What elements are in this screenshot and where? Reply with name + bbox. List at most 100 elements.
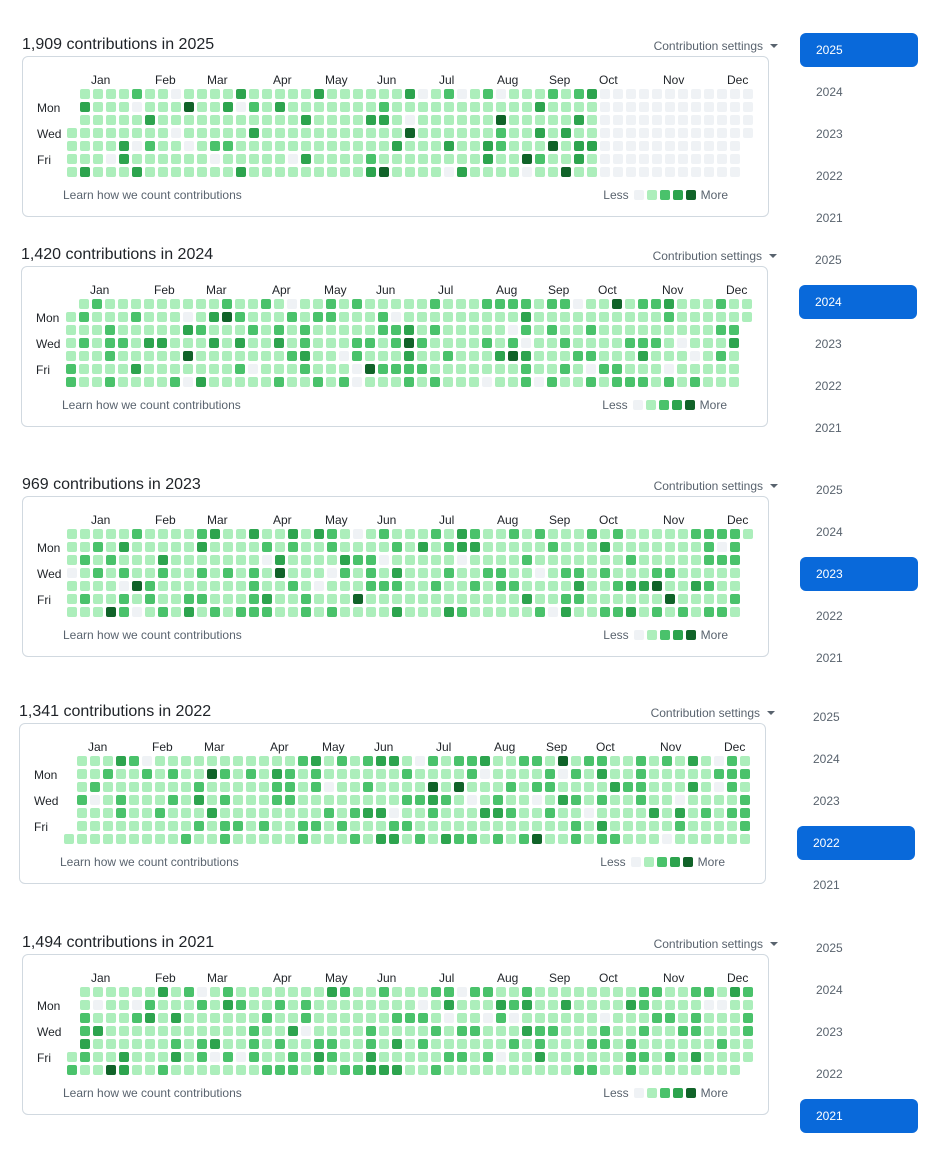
contribution-day[interactable] bbox=[233, 769, 243, 779]
contribution-day[interactable] bbox=[522, 141, 532, 151]
contribution-day[interactable] bbox=[184, 987, 194, 997]
contribution-day[interactable] bbox=[105, 364, 115, 374]
contribution-day[interactable] bbox=[651, 351, 661, 361]
contribution-day[interactable] bbox=[548, 555, 558, 565]
contribution-day[interactable] bbox=[482, 312, 492, 322]
contribution-day[interactable] bbox=[67, 167, 77, 177]
contribution-day[interactable] bbox=[274, 338, 284, 348]
contribution-day[interactable] bbox=[730, 1052, 740, 1062]
contribution-day[interactable] bbox=[678, 89, 688, 99]
contribution-day[interactable] bbox=[547, 338, 557, 348]
contribution-day[interactable] bbox=[600, 529, 610, 539]
contribution-day[interactable] bbox=[80, 987, 90, 997]
contribution-day[interactable] bbox=[714, 795, 724, 805]
contribution-day[interactable] bbox=[90, 769, 100, 779]
contribution-day[interactable] bbox=[365, 299, 375, 309]
contribution-day[interactable] bbox=[353, 555, 363, 565]
contribution-day[interactable] bbox=[495, 351, 505, 361]
contribution-day[interactable] bbox=[558, 821, 568, 831]
contribution-day[interactable] bbox=[574, 102, 584, 112]
contribution-day[interactable] bbox=[509, 102, 519, 112]
contribution-day[interactable] bbox=[470, 89, 480, 99]
contribution-day[interactable] bbox=[274, 364, 284, 374]
contribution-day[interactable] bbox=[652, 555, 662, 565]
contribution-day[interactable] bbox=[639, 1013, 649, 1023]
contribution-day[interactable] bbox=[337, 821, 347, 831]
contribution-day[interactable] bbox=[340, 594, 350, 604]
contribution-day[interactable] bbox=[340, 102, 350, 112]
contribution-day[interactable] bbox=[248, 377, 258, 387]
contribution-day[interactable] bbox=[337, 795, 347, 805]
contribution-day[interactable] bbox=[129, 782, 139, 792]
contribution-day[interactable] bbox=[626, 1065, 636, 1075]
contribution-day[interactable] bbox=[560, 312, 570, 322]
contribution-day[interactable] bbox=[626, 1013, 636, 1023]
contribution-day[interactable] bbox=[535, 1013, 545, 1023]
year-link-2024[interactable]: 2024 bbox=[813, 752, 840, 766]
contribution-day[interactable] bbox=[223, 607, 233, 617]
contribution-day[interactable] bbox=[496, 1000, 506, 1010]
contribution-day[interactable] bbox=[600, 167, 610, 177]
contribution-day[interactable] bbox=[704, 555, 714, 565]
contribution-day[interactable] bbox=[664, 325, 674, 335]
contribution-day[interactable] bbox=[441, 782, 451, 792]
contribution-day[interactable] bbox=[691, 542, 701, 552]
contribution-day[interactable] bbox=[418, 1026, 428, 1036]
contribution-day[interactable] bbox=[509, 141, 519, 151]
contribution-day[interactable] bbox=[717, 1000, 727, 1010]
contribution-day[interactable] bbox=[363, 756, 373, 766]
contribution-day[interactable] bbox=[132, 1052, 142, 1062]
contribution-day[interactable] bbox=[391, 312, 401, 322]
contribution-day[interactable] bbox=[67, 154, 77, 164]
contribution-day[interactable] bbox=[496, 115, 506, 125]
contribution-day[interactable] bbox=[106, 1026, 116, 1036]
contribution-day[interactable] bbox=[467, 795, 477, 805]
contribution-day[interactable] bbox=[704, 1065, 714, 1075]
contribution-day[interactable] bbox=[301, 594, 311, 604]
contribution-day[interactable] bbox=[678, 542, 688, 552]
contribution-day[interactable] bbox=[418, 1039, 428, 1049]
contribution-day[interactable] bbox=[363, 795, 373, 805]
contribution-day[interactable] bbox=[457, 167, 467, 177]
contribution-day[interactable] bbox=[275, 1065, 285, 1075]
contribution-day[interactable] bbox=[79, 299, 89, 309]
contribution-day[interactable] bbox=[80, 529, 90, 539]
contribution-day[interactable] bbox=[561, 987, 571, 997]
year-link-2023[interactable]: 2023 bbox=[816, 1025, 843, 1039]
contribution-day[interactable] bbox=[586, 325, 596, 335]
contribution-day[interactable] bbox=[535, 1065, 545, 1075]
contribution-day[interactable] bbox=[532, 756, 542, 766]
contribution-day[interactable] bbox=[480, 756, 490, 766]
contribution-day[interactable] bbox=[405, 154, 415, 164]
contribution-day[interactable] bbox=[389, 834, 399, 844]
contribution-day[interactable] bbox=[197, 542, 207, 552]
contribution-day[interactable] bbox=[105, 299, 115, 309]
contribution-day[interactable] bbox=[470, 594, 480, 604]
contribution-day[interactable] bbox=[545, 756, 555, 766]
contribution-day[interactable] bbox=[366, 568, 376, 578]
contribution-day[interactable] bbox=[261, 377, 271, 387]
contribution-day[interactable] bbox=[80, 1013, 90, 1023]
contribution-day[interactable] bbox=[418, 581, 428, 591]
contribution-day[interactable] bbox=[236, 529, 246, 539]
contribution-day[interactable] bbox=[428, 795, 438, 805]
contribution-day[interactable] bbox=[444, 594, 454, 604]
contribution-day[interactable] bbox=[79, 351, 89, 361]
contribution-day[interactable] bbox=[233, 834, 243, 844]
contribution-day[interactable] bbox=[106, 89, 116, 99]
contribution-day[interactable] bbox=[418, 167, 428, 177]
contribution-day[interactable] bbox=[116, 821, 126, 831]
contribution-day[interactable] bbox=[665, 167, 675, 177]
contribution-day[interactable] bbox=[170, 364, 180, 374]
contribution-day[interactable] bbox=[496, 542, 506, 552]
contribution-day[interactable] bbox=[467, 821, 477, 831]
contribution-day[interactable] bbox=[717, 141, 727, 151]
contribution-day[interactable] bbox=[66, 338, 76, 348]
contribution-day[interactable] bbox=[288, 594, 298, 604]
contribution-day[interactable] bbox=[470, 141, 480, 151]
contribution-day[interactable] bbox=[535, 154, 545, 164]
contribution-day[interactable] bbox=[327, 568, 337, 578]
contribution-day[interactable] bbox=[613, 594, 623, 604]
contribution-day[interactable] bbox=[288, 115, 298, 125]
contribution-day[interactable] bbox=[415, 782, 425, 792]
